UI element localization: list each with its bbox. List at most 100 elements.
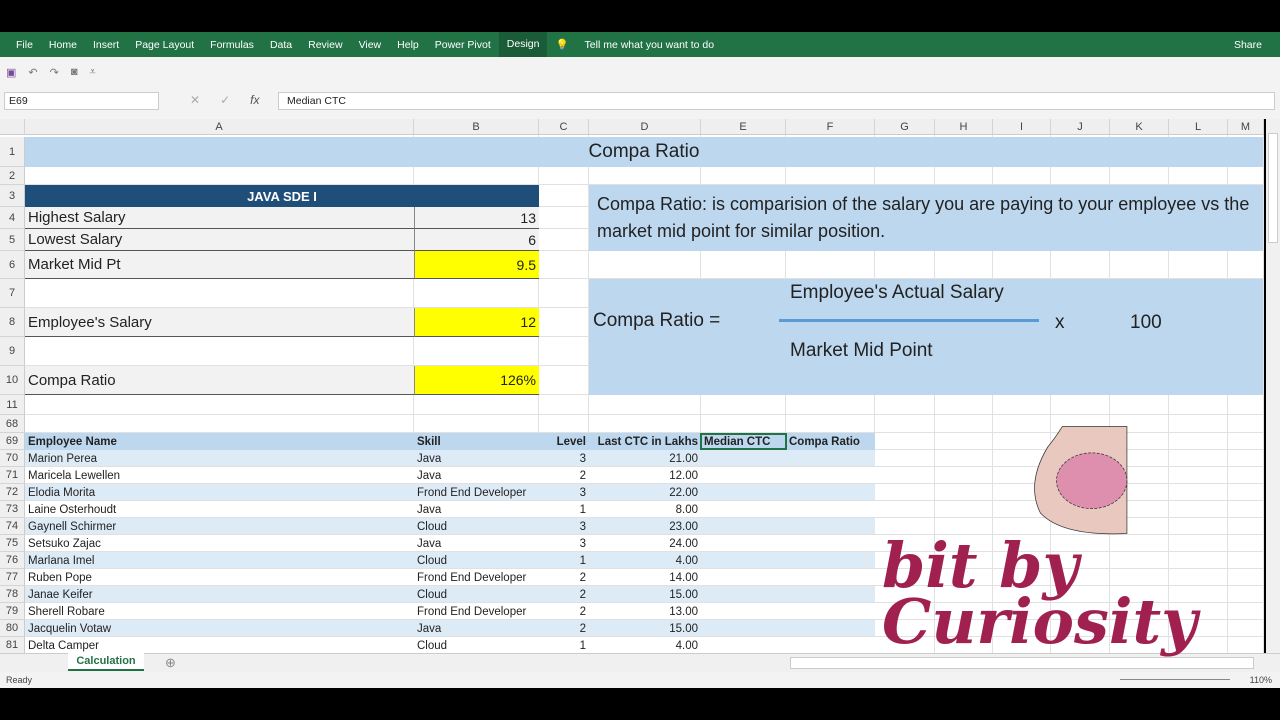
ribbon-tab-home[interactable]: Home [48,38,77,51]
table-cell-ctc[interactable]: 24.00 [669,537,698,550]
row-header[interactable]: 3 [0,185,25,207]
row-header[interactable]: 4 [0,207,25,229]
table-cell-ctc[interactable]: 12.00 [669,469,698,482]
metric-value[interactable]: 6 [414,229,539,251]
sheet-tab-calculation[interactable]: Calculation [68,653,144,671]
column-header-M[interactable]: M [1228,119,1264,135]
table-cell-name[interactable]: Jacquelin Votaw [28,622,112,635]
ribbon-tab-page-layout[interactable]: Page Layout [135,38,195,51]
row-header[interactable]: 77 [0,569,25,586]
ribbon-tab-data[interactable]: Data [269,38,293,51]
column-header-D[interactable]: D [589,119,701,135]
table-cell-level[interactable]: 3 [579,520,586,533]
select-all-button[interactable] [0,119,25,135]
table-cell-level[interactable]: 3 [579,537,586,550]
name-box[interactable]: E69 [4,92,159,110]
table-cell-level[interactable]: 2 [579,622,586,635]
table-cell-ctc[interactable]: 8.00 [675,503,698,516]
table-cell-skill[interactable]: Java [417,537,442,550]
table-cell-skill[interactable]: Frond End Developer [417,605,527,618]
table-cell-name[interactable]: Marlana Imel [28,554,95,567]
formula-input[interactable]: Median CTC [278,92,1275,110]
metric-value[interactable]: 12 [414,308,539,337]
row-header[interactable]: 72 [0,484,25,501]
table-cell-name[interactable]: Marion Perea [28,452,98,465]
table-cell-name[interactable]: Delta Camper [28,639,99,652]
column-header-E[interactable]: E [701,119,786,135]
row-header[interactable]: 5 [0,229,25,251]
vertical-scrollbar[interactable] [1266,119,1280,653]
table-cell-level[interactable]: 2 [579,469,586,482]
table-cell-level[interactable]: 1 [579,554,586,567]
function-icon[interactable]: fx [250,93,260,107]
worksheet-grid[interactable]: A B C D E F G H I J K L M 1 2 3 4 5 6 7 8 9 10 11 68 69 70 71 72 73 74… [0,119,1264,653]
column-header-H[interactable]: H [935,119,993,135]
cancel-icon[interactable]: ✕ [190,93,201,107]
share-button[interactable]: Share [1233,38,1262,51]
column-header-L[interactable]: L [1169,119,1228,135]
customize-icon[interactable]: ⩡ [89,65,96,78]
ribbon-tab-formulas[interactable]: Formulas [210,38,254,51]
table-cell-ctc[interactable]: 21.00 [669,452,698,465]
table-header[interactable]: Median CTC [701,433,786,450]
row-header[interactable]: 1 [0,137,25,167]
table-cell-skill[interactable]: Java [417,452,442,465]
column-header-I[interactable]: I [993,119,1051,135]
row-header[interactable]: 79 [0,603,25,620]
save-icon[interactable]: ▣ [6,66,17,79]
row-header[interactable]: 73 [0,501,25,518]
table-cell-level[interactable]: 2 [579,605,586,618]
camera-icon[interactable]: ◙ [70,66,78,78]
table-cell-name[interactable]: Sherell Robare [28,605,105,618]
table-cell-level[interactable]: 2 [579,588,586,601]
table-header[interactable]: Level [539,433,589,450]
column-header-J[interactable]: J [1051,119,1110,135]
table-cell-skill[interactable]: Cloud [417,639,448,652]
column-header-F[interactable]: F [786,119,875,135]
row-header[interactable]: 74 [0,518,25,535]
metric-value[interactable]: 126% [414,366,539,395]
metric-value[interactable]: 13 [414,207,539,229]
table-cell-level[interactable]: 1 [579,503,586,516]
zoom-slider[interactable] [1120,679,1230,680]
row-header[interactable]: 2 [0,167,25,185]
column-header-K[interactable]: K [1110,119,1169,135]
column-header-C[interactable]: C [539,119,589,135]
table-cell-ctc[interactable]: 14.00 [669,571,698,584]
row-header[interactable]: 71 [0,467,25,484]
ribbon-tab-insert[interactable]: Insert [92,38,120,51]
table-cell-name[interactable]: Laine Osterhoudt [28,503,117,516]
table-cell-name[interactable]: Ruben Pope [28,571,92,584]
undo-icon[interactable]: ↶ [28,66,38,79]
table-header[interactable]: Compa Ratio [786,433,875,450]
table-cell-ctc[interactable]: 13.00 [669,605,698,618]
table-header[interactable]: Employee Name [25,433,414,450]
table-cell-name[interactable]: Setsuko Zajac [28,537,101,550]
row-header[interactable]: 68 [0,415,25,433]
ribbon-tab-review[interactable]: Review [308,38,343,51]
table-cell-ctc[interactable]: 23.00 [669,520,698,533]
table-cell-level[interactable]: 3 [579,486,586,499]
table-header[interactable]: Skill [414,433,539,450]
table-cell-ctc[interactable]: 4.00 [675,554,698,567]
table-cell-name[interactable]: Elodia Morita [28,486,96,499]
table-cell-skill[interactable]: Frond End Developer [417,571,527,584]
row-header[interactable]: 81 [0,637,25,653]
table-cell-skill[interactable]: Cloud [417,588,448,601]
row-header[interactable]: 8 [0,308,25,337]
table-cell-ctc[interactable]: 22.00 [669,486,698,499]
column-header-A[interactable]: A [25,119,414,135]
ribbon-tab-view[interactable]: View [358,38,382,51]
table-cell-skill[interactable]: Frond End Developer [417,486,527,499]
table-cell-skill[interactable]: Java [417,469,442,482]
enter-icon[interactable]: ✓ [220,93,231,107]
table-cell-level[interactable]: 1 [579,639,586,652]
horizontal-scrollbar[interactable] [790,657,1254,669]
table-cell-name[interactable]: Janae Keifer [28,588,93,601]
table-cell-skill[interactable]: Cloud [417,554,448,567]
redo-icon[interactable]: ↷ [49,66,59,79]
row-header[interactable]: 75 [0,535,25,552]
row-header[interactable]: 78 [0,586,25,603]
row-header[interactable]: 11 [0,395,25,415]
table-cell-ctc[interactable]: 15.00 [669,588,698,601]
